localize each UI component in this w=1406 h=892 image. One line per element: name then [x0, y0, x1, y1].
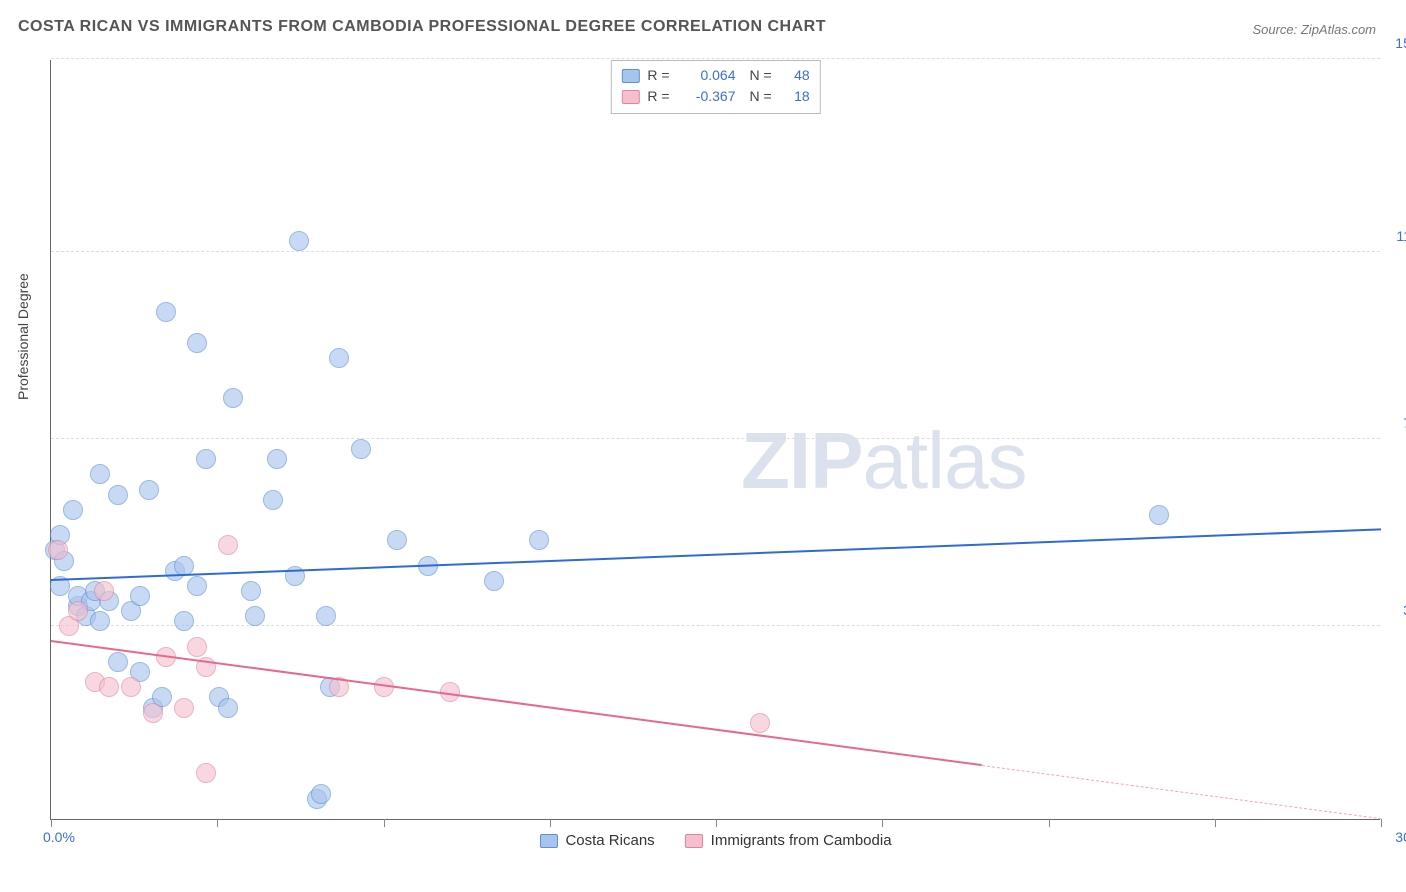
- legend-label: Immigrants from Cambodia: [711, 832, 892, 849]
- y-tick-label: 7.5%: [1385, 415, 1406, 431]
- data-point: [99, 677, 119, 697]
- data-point: [68, 601, 88, 621]
- data-point: [329, 348, 349, 368]
- data-point: [267, 449, 287, 469]
- data-point: [48, 540, 68, 560]
- data-point: [108, 485, 128, 505]
- data-point: [187, 576, 207, 596]
- data-point: [484, 571, 504, 591]
- gridline: [51, 438, 1380, 439]
- data-point: [311, 784, 331, 804]
- stats-row: R =-0.367N =18: [621, 86, 809, 107]
- legend-item: Costa Ricans: [539, 832, 654, 849]
- data-point: [316, 606, 336, 626]
- x-tick: [1381, 819, 1382, 827]
- series-swatch: [621, 90, 639, 104]
- data-point: [750, 713, 770, 733]
- x-tick: [882, 819, 883, 827]
- data-point: [289, 231, 309, 251]
- x-tick: [550, 819, 551, 827]
- y-tick-label: 15.0%: [1385, 35, 1406, 51]
- scatter-plot: ZIPatlas R =0.064N =48R =-0.367N =18 Cos…: [50, 60, 1380, 820]
- legend-swatch: [539, 834, 557, 848]
- y-tick-label: 3.8%: [1385, 602, 1406, 618]
- watermark: ZIPatlas: [741, 415, 1026, 507]
- data-point: [139, 480, 159, 500]
- data-point: [130, 586, 150, 606]
- trend-line: [51, 528, 1381, 581]
- trend-line: [982, 765, 1381, 819]
- data-point: [174, 611, 194, 631]
- data-point: [187, 637, 207, 657]
- data-point: [351, 439, 371, 459]
- data-point: [174, 698, 194, 718]
- data-point: [90, 464, 110, 484]
- data-point: [196, 763, 216, 783]
- legend-label: Costa Ricans: [565, 832, 654, 849]
- y-tick-label: 11.2%: [1385, 228, 1406, 244]
- data-point: [108, 652, 128, 672]
- data-point: [196, 449, 216, 469]
- x-axis-max-label: 30.0%: [1385, 829, 1406, 845]
- data-point: [263, 490, 283, 510]
- data-point: [1149, 505, 1169, 525]
- data-point: [121, 677, 141, 697]
- x-tick: [716, 819, 717, 827]
- series-swatch: [621, 69, 639, 83]
- gridline: [51, 251, 1380, 252]
- gridline: [51, 58, 1380, 59]
- series-legend: Costa Ricans Immigrants from Cambodia: [539, 832, 891, 849]
- y-axis-label: Professional Degree: [15, 273, 31, 400]
- data-point: [245, 606, 265, 626]
- data-point: [218, 698, 238, 718]
- data-point: [529, 530, 549, 550]
- data-point: [223, 388, 243, 408]
- data-point: [218, 535, 238, 555]
- data-point: [387, 530, 407, 550]
- data-point: [187, 333, 207, 353]
- data-point: [63, 500, 83, 520]
- data-point: [156, 302, 176, 322]
- x-tick: [384, 819, 385, 827]
- source-label: Source: ZipAtlas.com: [1252, 22, 1376, 37]
- x-tick: [217, 819, 218, 827]
- x-tick: [1215, 819, 1216, 827]
- legend-swatch: [685, 834, 703, 848]
- data-point: [143, 703, 163, 723]
- legend-item: Immigrants from Cambodia: [685, 832, 892, 849]
- x-tick: [51, 819, 52, 827]
- data-point: [90, 611, 110, 631]
- chart-title: COSTA RICAN VS IMMIGRANTS FROM CAMBODIA …: [18, 18, 826, 36]
- data-point: [241, 581, 261, 601]
- x-tick: [1049, 819, 1050, 827]
- x-axis-min-label: 0.0%: [43, 829, 75, 845]
- data-point: [94, 581, 114, 601]
- stats-legend-box: R =0.064N =48R =-0.367N =18: [610, 60, 820, 114]
- stats-row: R =0.064N =48: [621, 65, 809, 86]
